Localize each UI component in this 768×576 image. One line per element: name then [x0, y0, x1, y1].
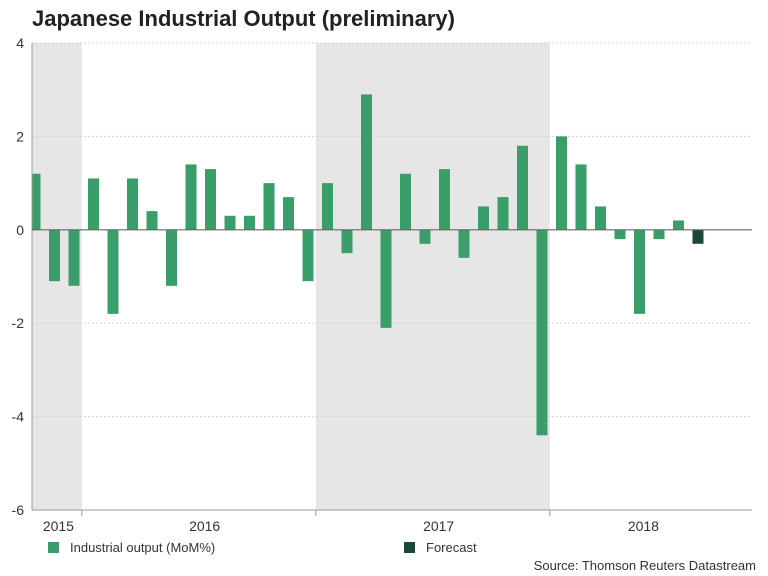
x-tick-label: 2015 — [43, 518, 74, 534]
shaded-period-2 — [315, 43, 550, 510]
y-tick-label: -4 — [12, 409, 25, 425]
legend: Industrial output (MoM%) Forecast — [48, 540, 477, 555]
bar — [556, 136, 567, 230]
bar — [478, 206, 489, 230]
bar — [205, 169, 216, 230]
gridlines — [32, 42, 752, 418]
bar — [673, 220, 684, 230]
bar — [146, 211, 158, 230]
bar — [68, 229, 80, 286]
axes: 4 2 0 -2 -4 -6 2015 2016 2017 2018 — [12, 35, 752, 534]
forecast-bar — [692, 229, 704, 244]
bar — [32, 173, 41, 230]
bar — [185, 164, 197, 230]
bar — [653, 229, 665, 240]
bar — [614, 229, 626, 240]
bar — [166, 229, 177, 286]
bar — [88, 178, 99, 230]
bar — [283, 197, 294, 230]
y-tick-label: 0 — [16, 222, 24, 238]
bar — [497, 197, 509, 230]
shaded-periods — [32, 43, 550, 510]
y-tick-label: 4 — [16, 35, 24, 51]
bar — [419, 229, 431, 244]
bars — [32, 94, 704, 436]
y-tick-label: -2 — [12, 315, 25, 331]
bar — [634, 229, 645, 314]
bar — [595, 206, 606, 230]
bar — [244, 215, 255, 230]
bar — [127, 178, 138, 230]
y-tick-label: 2 — [16, 128, 24, 144]
bar — [458, 229, 470, 258]
bar — [380, 229, 392, 328]
x-tick-label: 2018 — [628, 518, 659, 534]
legend-swatch — [48, 542, 59, 553]
source-note: Source: Thomson Reuters Datastream — [534, 558, 756, 573]
chart-title: Japanese Industrial Output (preliminary) — [32, 6, 455, 31]
bar — [224, 215, 236, 230]
bar — [341, 229, 353, 254]
bar — [322, 183, 333, 230]
legend-label: Forecast — [426, 540, 477, 555]
bar — [263, 183, 275, 230]
bar — [49, 229, 60, 282]
bar — [107, 229, 119, 314]
y-tick-label: -6 — [12, 502, 25, 518]
bar — [439, 169, 450, 230]
x-tick-label: 2017 — [423, 518, 454, 534]
bar — [517, 145, 528, 230]
bar — [361, 94, 372, 230]
bar — [400, 173, 411, 230]
legend-swatch — [404, 542, 415, 553]
bar — [536, 229, 548, 436]
x-tick-label: 2016 — [189, 518, 220, 534]
bar — [575, 164, 587, 230]
bar — [302, 229, 314, 282]
legend-label: Industrial output (MoM%) — [70, 540, 215, 555]
